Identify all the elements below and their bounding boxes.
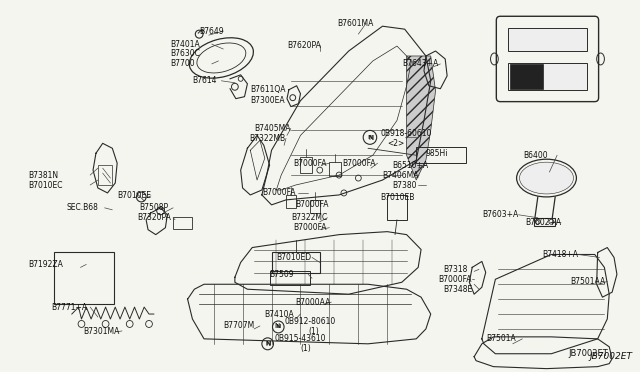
Text: B7000FA: B7000FA: [438, 275, 472, 284]
Bar: [510, 64, 543, 90]
Text: B7508P: B7508P: [140, 203, 168, 212]
Text: 985Hi: 985Hi: [426, 149, 449, 158]
Text: 0B918-60610: 0B918-60610: [381, 129, 432, 138]
Text: N: N: [367, 135, 372, 140]
Bar: [508, 63, 587, 90]
Text: N: N: [265, 341, 270, 347]
Text: B7643+A: B7643+A: [402, 60, 438, 68]
Text: B7620PA: B7620PA: [287, 41, 321, 49]
Bar: [387, 195, 406, 220]
Text: B7509: B7509: [269, 270, 294, 279]
Text: B7405MA: B7405MA: [254, 124, 291, 133]
Ellipse shape: [520, 162, 573, 194]
Text: B7000AA: B7000AA: [296, 298, 331, 307]
Text: B7401A: B7401A: [170, 39, 200, 49]
Text: B7381N: B7381N: [28, 171, 58, 180]
Bar: [416, 147, 467, 163]
Text: B7300EA: B7300EA: [250, 96, 285, 105]
Text: B7010EB: B7010EB: [381, 193, 415, 202]
Text: B7348E: B7348E: [444, 285, 472, 294]
Text: B7700: B7700: [170, 60, 195, 68]
Text: B7418+A: B7418+A: [543, 250, 579, 259]
Text: B7406MA: B7406MA: [383, 171, 419, 180]
Text: B7410A: B7410A: [264, 310, 294, 318]
Text: <2>: <2>: [387, 139, 404, 148]
FancyBboxPatch shape: [497, 16, 598, 102]
Text: B7000FA: B7000FA: [294, 223, 327, 232]
Text: N: N: [368, 135, 374, 141]
Text: B7603+A: B7603+A: [482, 210, 518, 219]
Text: B7707M: B7707M: [223, 321, 255, 330]
Text: (1): (1): [308, 327, 319, 336]
Text: N: N: [275, 323, 280, 329]
Bar: [98, 165, 113, 185]
Text: B7601MA: B7601MA: [337, 19, 374, 28]
Text: B7614: B7614: [193, 76, 217, 85]
Text: B6510+A: B6510+A: [392, 161, 428, 170]
Text: B7000FA: B7000FA: [296, 201, 329, 209]
Bar: [534, 218, 555, 226]
Text: B7000FA: B7000FA: [294, 159, 327, 168]
Text: B7320PA: B7320PA: [138, 213, 172, 222]
Bar: [508, 28, 587, 51]
Text: N: N: [276, 324, 281, 330]
Text: 0B915-43610: 0B915-43610: [275, 334, 326, 343]
Text: B7322MB: B7322MB: [250, 134, 285, 143]
Text: B7010EE: B7010EE: [117, 192, 151, 201]
Bar: [271, 251, 320, 273]
Text: SEC.B68: SEC.B68: [66, 203, 98, 212]
Text: B7322MC: B7322MC: [291, 213, 327, 222]
Text: B7501A: B7501A: [486, 334, 516, 343]
Bar: [330, 162, 341, 176]
Bar: [54, 253, 115, 304]
Bar: [300, 157, 312, 173]
Text: B7649: B7649: [199, 27, 224, 36]
Text: B7611QA: B7611QA: [250, 85, 286, 94]
Text: B7010ED: B7010ED: [276, 253, 312, 262]
Text: B6400: B6400: [524, 151, 548, 160]
Text: B7380: B7380: [392, 180, 417, 189]
Text: B7630C: B7630C: [170, 49, 200, 58]
Text: B7010EC: B7010EC: [28, 180, 63, 189]
Text: B7000FA: B7000FA: [342, 159, 376, 168]
Text: B7602+A: B7602+A: [525, 218, 561, 227]
Text: B7301MA: B7301MA: [83, 327, 120, 336]
Text: N: N: [265, 341, 270, 346]
Text: (1): (1): [300, 344, 311, 353]
Text: 0B912-80610: 0B912-80610: [284, 317, 335, 327]
Text: B7318: B7318: [444, 265, 468, 274]
Bar: [173, 217, 193, 229]
Text: B7771+A: B7771+A: [52, 302, 88, 312]
Text: JB7002ET: JB7002ET: [569, 349, 609, 358]
Bar: [269, 271, 310, 285]
Text: B7501AA: B7501AA: [571, 277, 606, 286]
Bar: [286, 195, 296, 208]
Text: B7192ZA: B7192ZA: [28, 260, 63, 269]
Text: JB7002ET: JB7002ET: [590, 352, 633, 361]
Polygon shape: [406, 56, 436, 180]
Text: B7000FA: B7000FA: [262, 189, 296, 198]
Bar: [310, 200, 320, 213]
